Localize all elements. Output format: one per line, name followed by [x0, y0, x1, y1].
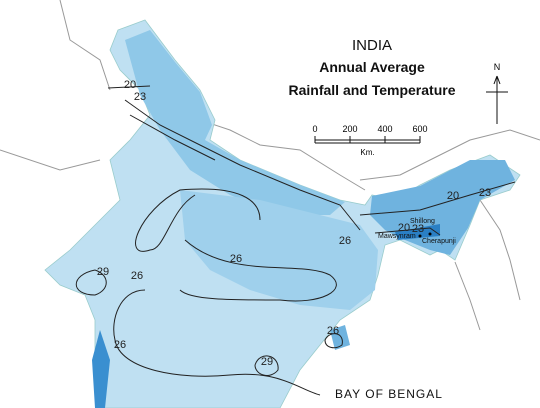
isotherm-label: 23	[479, 187, 491, 199]
isotherm-label: 26	[230, 253, 242, 265]
scale-label: 400	[377, 124, 392, 134]
title-line: Rainfall and Temperature	[288, 82, 455, 98]
isotherm-label: 26	[327, 325, 339, 337]
sea-label: BAY OF BENGAL	[335, 387, 443, 401]
compass-arrow	[486, 75, 508, 124]
isotherm-label: 26	[131, 270, 143, 282]
isotherm-label: 20	[124, 79, 136, 91]
rain-zone	[330, 325, 350, 350]
place-label: Cherapunji	[422, 238, 456, 245]
place-dot	[418, 234, 422, 238]
scale-label: 0	[312, 124, 317, 134]
neighbour-border	[0, 0, 540, 331]
isotherm-label: 26	[114, 339, 126, 351]
isotherm-label: 26	[339, 235, 351, 247]
isotherm-label: 29	[97, 266, 109, 278]
isotherm-label: 20	[447, 190, 459, 202]
rain-zone	[180, 190, 378, 310]
scale-unit: Km.	[360, 148, 374, 157]
title-country: INDIA	[352, 37, 392, 54]
place-label: Shillong	[410, 218, 435, 225]
scale-label: 200	[342, 124, 357, 134]
isotherm-label: 20	[398, 222, 410, 234]
scale-bar: 0 200 400 600 Km.	[312, 124, 427, 157]
isotherm-label: 23	[134, 91, 146, 103]
isotherm-label: 29	[261, 356, 273, 368]
isotherms	[75, 85, 516, 396]
rain-zone	[125, 30, 345, 215]
rain-zone	[92, 330, 110, 408]
compass-label: N	[494, 62, 501, 72]
place-dot	[428, 232, 432, 236]
isotherm-label: 23	[412, 223, 424, 235]
title-line: Annual Average	[319, 59, 425, 75]
place-label: Mawsynram	[378, 233, 416, 240]
scale-label: 600	[412, 124, 427, 134]
